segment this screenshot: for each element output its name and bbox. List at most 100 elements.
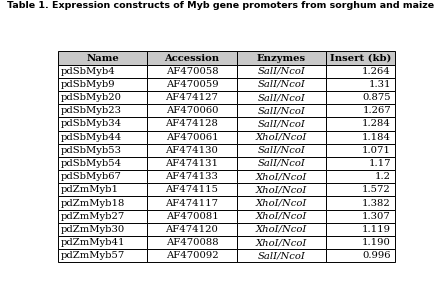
- Text: 1.071: 1.071: [362, 146, 391, 155]
- Bar: [147, 170, 236, 183]
- Bar: [58, 236, 147, 249]
- Bar: [147, 104, 236, 117]
- Bar: [236, 236, 326, 249]
- Bar: [147, 236, 236, 249]
- Bar: [147, 197, 236, 210]
- Text: AF470061: AF470061: [166, 133, 218, 141]
- Bar: [326, 91, 395, 104]
- Bar: [236, 78, 326, 91]
- Text: pdSbMyb9: pdSbMyb9: [61, 80, 115, 89]
- Bar: [147, 52, 236, 65]
- Bar: [236, 52, 326, 65]
- Bar: [236, 210, 326, 223]
- Text: SalI/NcoI: SalI/NcoI: [257, 80, 305, 89]
- Bar: [147, 223, 236, 236]
- Text: Insert (kb): Insert (kb): [330, 54, 391, 62]
- Bar: [58, 91, 147, 104]
- Text: AF474115: AF474115: [165, 185, 218, 194]
- Bar: [236, 223, 326, 236]
- Bar: [58, 183, 147, 197]
- Text: 1.382: 1.382: [362, 199, 391, 207]
- Text: Enzymes: Enzymes: [257, 54, 306, 62]
- Text: pdZmMyb41: pdZmMyb41: [61, 238, 125, 247]
- Bar: [58, 144, 147, 157]
- Text: 1.284: 1.284: [362, 120, 391, 128]
- Text: Accession: Accession: [164, 54, 220, 62]
- Bar: [326, 78, 395, 91]
- Text: 1.190: 1.190: [362, 238, 391, 247]
- Text: pdSbMyb20: pdSbMyb20: [61, 93, 122, 102]
- Bar: [326, 210, 395, 223]
- Text: AF474133: AF474133: [166, 172, 218, 181]
- Bar: [147, 157, 236, 170]
- Text: pdZmMyb30: pdZmMyb30: [61, 225, 125, 234]
- Text: pdSbMyb67: pdSbMyb67: [61, 172, 122, 181]
- Bar: [326, 104, 395, 117]
- Bar: [58, 78, 147, 91]
- Bar: [326, 223, 395, 236]
- Bar: [58, 197, 147, 210]
- Text: 1.31: 1.31: [369, 80, 391, 89]
- Text: XhoI/NcoI: XhoI/NcoI: [255, 225, 307, 234]
- Text: 1.2: 1.2: [375, 172, 391, 181]
- Text: pdSbMyb34: pdSbMyb34: [61, 120, 122, 128]
- Bar: [147, 117, 236, 131]
- Bar: [326, 183, 395, 197]
- Text: pdZmMyb1: pdZmMyb1: [61, 185, 119, 194]
- Text: AF470092: AF470092: [166, 251, 218, 260]
- Text: SalI/NcoI: SalI/NcoI: [257, 146, 305, 155]
- Text: SalI/NcoI: SalI/NcoI: [257, 159, 305, 168]
- Bar: [58, 52, 147, 65]
- Bar: [326, 197, 395, 210]
- Bar: [326, 52, 395, 65]
- Bar: [326, 236, 395, 249]
- Bar: [326, 249, 395, 262]
- Text: 1.267: 1.267: [362, 106, 391, 115]
- Text: pdSbMyb44: pdSbMyb44: [61, 133, 122, 141]
- Text: AF474127: AF474127: [166, 93, 218, 102]
- Text: Name: Name: [86, 54, 119, 62]
- Text: XhoI/NcoI: XhoI/NcoI: [255, 238, 307, 247]
- Text: XhoI/NcoI: XhoI/NcoI: [255, 133, 307, 141]
- Text: AF470060: AF470060: [166, 106, 218, 115]
- Bar: [236, 183, 326, 197]
- Text: AF470081: AF470081: [166, 212, 218, 221]
- Bar: [58, 170, 147, 183]
- Text: XhoI/NcoI: XhoI/NcoI: [255, 212, 307, 221]
- Text: AF474128: AF474128: [166, 120, 218, 128]
- Text: AF474131: AF474131: [165, 159, 218, 168]
- Text: AF470058: AF470058: [166, 67, 218, 76]
- Bar: [236, 65, 326, 78]
- Bar: [58, 249, 147, 262]
- Text: pdZmMyb27: pdZmMyb27: [61, 212, 125, 221]
- Bar: [58, 131, 147, 144]
- Text: 1.17: 1.17: [369, 159, 391, 168]
- Bar: [147, 131, 236, 144]
- Bar: [58, 223, 147, 236]
- Text: AF470059: AF470059: [166, 80, 218, 89]
- Bar: [58, 117, 147, 131]
- Bar: [236, 197, 326, 210]
- Bar: [326, 131, 395, 144]
- Bar: [326, 117, 395, 131]
- Bar: [147, 78, 236, 91]
- Text: SalI/NcoI: SalI/NcoI: [257, 93, 305, 102]
- Text: AF474117: AF474117: [165, 199, 218, 207]
- Bar: [147, 91, 236, 104]
- Text: pdZmMyb57: pdZmMyb57: [61, 251, 125, 260]
- Text: 0.875: 0.875: [362, 93, 391, 102]
- Bar: [147, 249, 236, 262]
- Bar: [147, 65, 236, 78]
- Text: 1.184: 1.184: [362, 133, 391, 141]
- Text: AF474130: AF474130: [166, 146, 218, 155]
- Bar: [236, 144, 326, 157]
- Bar: [236, 131, 326, 144]
- Bar: [147, 183, 236, 197]
- Text: pdZmMyb18: pdZmMyb18: [61, 199, 125, 207]
- Bar: [58, 65, 147, 78]
- Text: AF474120: AF474120: [166, 225, 218, 234]
- Bar: [326, 157, 395, 170]
- Bar: [236, 249, 326, 262]
- Bar: [236, 157, 326, 170]
- Text: 1.572: 1.572: [362, 185, 391, 194]
